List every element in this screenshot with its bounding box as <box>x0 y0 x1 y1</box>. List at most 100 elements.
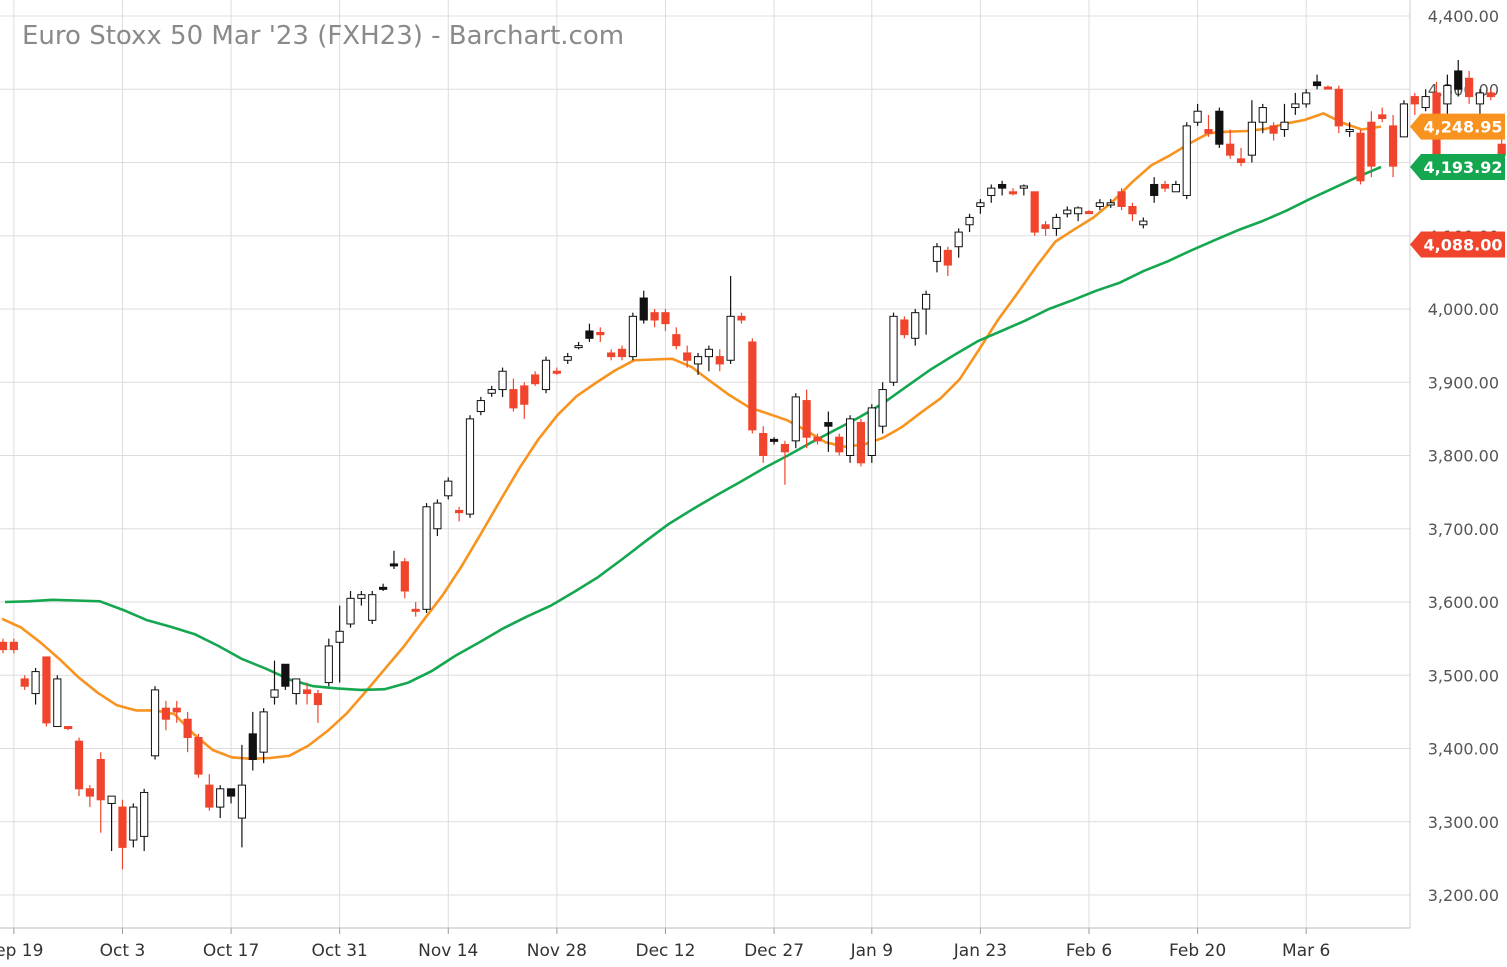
candle-body <box>1171 183 1180 193</box>
candle-body <box>759 433 768 456</box>
candle-body <box>1388 125 1398 167</box>
candle-body <box>1269 125 1278 134</box>
candle-body <box>867 407 876 457</box>
candle <box>237 744 247 848</box>
candle <box>998 180 1007 196</box>
candle-body <box>444 480 453 497</box>
candle <box>1128 202 1137 222</box>
candle <box>183 711 192 753</box>
candle-body <box>85 788 94 797</box>
price-badge: 4,248.95 <box>1410 113 1505 140</box>
candle-body <box>563 356 572 361</box>
candle <box>74 737 84 797</box>
x-tick-label: Oct 3 <box>100 941 146 961</box>
candle <box>1378 107 1387 123</box>
candle-body <box>1291 103 1300 109</box>
candle <box>1236 147 1246 167</box>
candle-body <box>650 312 659 321</box>
candle-body <box>1345 129 1354 133</box>
candle-body <box>270 689 279 698</box>
candle-body <box>628 315 637 358</box>
candle <box>259 708 268 764</box>
candle <box>1193 103 1202 126</box>
x-tick-label: Dec 12 <box>635 941 695 961</box>
candle <box>922 290 931 335</box>
candle <box>1334 85 1343 134</box>
candle <box>216 785 225 819</box>
candle <box>346 591 355 628</box>
candle-body <box>1356 132 1365 182</box>
candle-body <box>1323 86 1333 90</box>
candle <box>1356 129 1365 185</box>
x-tick-label: Feb 6 <box>1066 941 1112 961</box>
candle <box>520 382 529 419</box>
price-badge: 4,193.92 <box>1410 153 1505 180</box>
candle <box>400 558 409 599</box>
candle <box>889 312 898 386</box>
candle <box>161 700 171 731</box>
candle <box>1226 129 1235 159</box>
candle-body <box>302 689 312 695</box>
candle-body <box>1052 216 1061 229</box>
candle-body <box>1378 114 1387 120</box>
candle-body <box>889 315 898 383</box>
candle <box>1139 217 1148 229</box>
candle-body <box>976 202 985 207</box>
candle <box>1204 114 1213 137</box>
candle-body <box>1399 103 1409 138</box>
candle <box>1247 100 1257 163</box>
candle-body <box>1128 205 1137 215</box>
candle-body <box>118 806 127 848</box>
candle-body <box>324 645 333 684</box>
ma-fast-line <box>1 112 1382 761</box>
candle <box>563 352 572 364</box>
candle-body <box>226 788 236 797</box>
candle-body <box>259 711 268 753</box>
candle <box>1486 89 1495 101</box>
candle <box>313 689 323 723</box>
candle-body <box>987 187 996 196</box>
candle <box>1074 206 1083 222</box>
candle-body <box>129 806 138 841</box>
candle <box>976 199 985 214</box>
candle-body <box>1106 202 1115 206</box>
candle-body <box>161 707 171 720</box>
candle-body <box>998 183 1007 189</box>
candle <box>150 686 160 760</box>
candle-body <box>1139 220 1148 226</box>
candle <box>422 503 431 613</box>
candle-body <box>1204 129 1213 134</box>
candle-body <box>954 231 963 248</box>
candle-body <box>791 396 800 442</box>
candle-body <box>661 312 670 325</box>
candle-body <box>183 718 192 739</box>
candle <box>932 243 942 273</box>
candle-body <box>726 315 735 361</box>
candle <box>780 440 790 485</box>
candle <box>867 404 876 463</box>
x-tick-label: Nov 28 <box>527 941 587 961</box>
candle-body <box>1182 125 1191 196</box>
candle-body <box>1486 92 1495 98</box>
candle <box>379 583 388 592</box>
candle-body <box>780 444 790 453</box>
candle-body <box>357 594 366 599</box>
candle <box>389 550 399 570</box>
candle <box>205 774 214 811</box>
candle-body <box>31 671 40 695</box>
candle-body <box>911 312 920 339</box>
candle-body <box>53 678 62 728</box>
price-badge-shape <box>1410 153 1505 180</box>
candle <box>1106 199 1115 208</box>
candle-body <box>487 389 496 394</box>
candle-body <box>541 359 551 391</box>
candle <box>1095 199 1104 211</box>
candle <box>585 323 594 342</box>
candle-body <box>769 438 779 442</box>
candle <box>987 184 996 203</box>
candle <box>1150 177 1159 203</box>
candle-body <box>0 641 8 651</box>
chart-title: Euro Stoxx 50 Mar '23 (FXH23) - Barchart… <box>22 21 624 51</box>
candle <box>20 675 29 690</box>
